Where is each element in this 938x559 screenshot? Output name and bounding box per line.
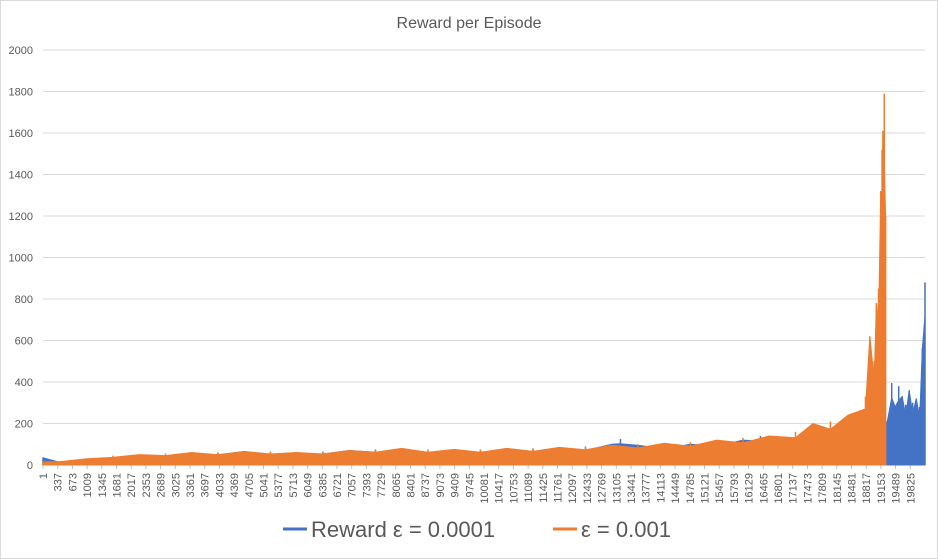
x-tick-label: 4369 [229,473,241,497]
x-tick-label: 4705 [244,473,256,497]
x-tick-label: 11089 [523,473,535,503]
x-tick-label: 16129 [744,473,756,504]
x-tick-label: 15793 [729,473,741,504]
x-axis-ticks: 1 337 673 1009 1345 1681 2017 2353 2689 3025 3361 3… [38,465,917,504]
x-tick-label: 5377 [273,473,285,497]
y-tick-label: 1000 [9,253,33,265]
x-tick-label: 9745 [464,473,476,497]
x-tick-label: 18817 [861,473,873,504]
legend-label: Reward ε = 0.0001 [311,517,495,542]
x-tick-label: 13105 [611,473,623,504]
x-tick-label: 17809 [817,473,829,504]
x-tick-label: 673 [67,473,79,491]
y-tick-label: 1600 [9,128,33,140]
x-tick-label: 15121 [700,473,712,504]
chart-title: Reward per Episode [397,15,542,32]
x-tick-label: 337 [53,473,65,491]
x-tick-label: 1345 [97,473,109,497]
x-tick-label: 12769 [597,473,609,504]
x-tick-label: 2353 [141,473,153,497]
x-tick-label: 12433 [582,473,594,504]
y-tick-label: 0 [27,460,33,472]
y-tick-label: 1800 [9,87,33,99]
x-tick-label: 6049 [303,473,315,497]
x-tick-label: 10417 [494,473,506,504]
x-tick-label: 11425 [538,473,550,503]
x-tick-label: 6385 [317,473,329,497]
legend-label: ε = 0.001 [581,517,671,542]
y-tick-label: 400 [15,377,33,389]
x-tick-label: 10081 [479,473,491,504]
x-tick-label: 17137 [788,473,800,504]
x-tick-label: 14113 [655,473,667,503]
x-tick-label: 8737 [420,473,432,497]
x-tick-label: 1009 [82,473,94,497]
x-tick-label: 4033 [214,473,226,497]
x-tick-label: 2017 [126,473,138,497]
x-tick-label: 7729 [376,473,388,497]
x-tick-label: 18145 [832,473,844,504]
gridlines [43,49,925,466]
x-tick-label: 10753 [508,473,520,504]
x-tick-label: 3025 [170,473,182,497]
x-tick-label: 14449 [670,473,682,504]
x-tick-label: 19825 [905,473,917,504]
y-tick-label: 2000 [9,45,33,57]
x-tick-label: 7057 [347,473,359,497]
y-tick-label: 800 [15,294,33,306]
x-tick-label: 14785 [685,473,697,504]
x-tick-label: 16465 [758,473,770,504]
x-tick-label: 8401 [406,473,418,497]
x-tick-label: 2689 [156,473,168,497]
x-tick-label: 1 [38,473,50,479]
x-tick-label: 12097 [567,473,579,504]
x-tick-label: 3697 [200,473,212,497]
series-1-area [42,130,887,466]
x-tick-label: 18481 [847,473,859,504]
plot-area [42,93,926,466]
x-tick-label: 9409 [450,473,462,497]
y-tick-label: 1200 [9,211,33,223]
x-tick-label: 15457 [714,473,726,504]
x-tick-label: 19489 [891,473,903,504]
x-tick-label: 13777 [641,473,653,504]
x-tick-label: 9073 [435,473,447,497]
x-tick-label: 17473 [802,473,814,504]
x-tick-label: 7393 [361,473,373,497]
x-tick-label: 19153 [876,473,888,504]
x-tick-label: 13441 [626,473,638,504]
legend: Reward ε = 0.0001 ε = 0.001 [283,517,671,542]
x-tick-label: 1681 [112,473,124,497]
x-tick-label: 5713 [288,473,300,497]
x-tick-label: 16801 [773,473,785,504]
x-tick-label: 8065 [391,473,403,497]
y-tick-label: 600 [15,336,33,348]
y-tick-label: 200 [15,419,33,431]
x-tick-label: 3361 [185,473,197,497]
y-axis-ticks: 0 200 400 600 800 1000 1200 1400 1600 1800 2000 [9,45,33,472]
y-tick-label: 1400 [9,170,33,182]
x-tick-label: 5041 [259,473,271,497]
x-tick-label: 11761 [553,473,565,503]
x-tick-label: 6721 [332,473,344,497]
